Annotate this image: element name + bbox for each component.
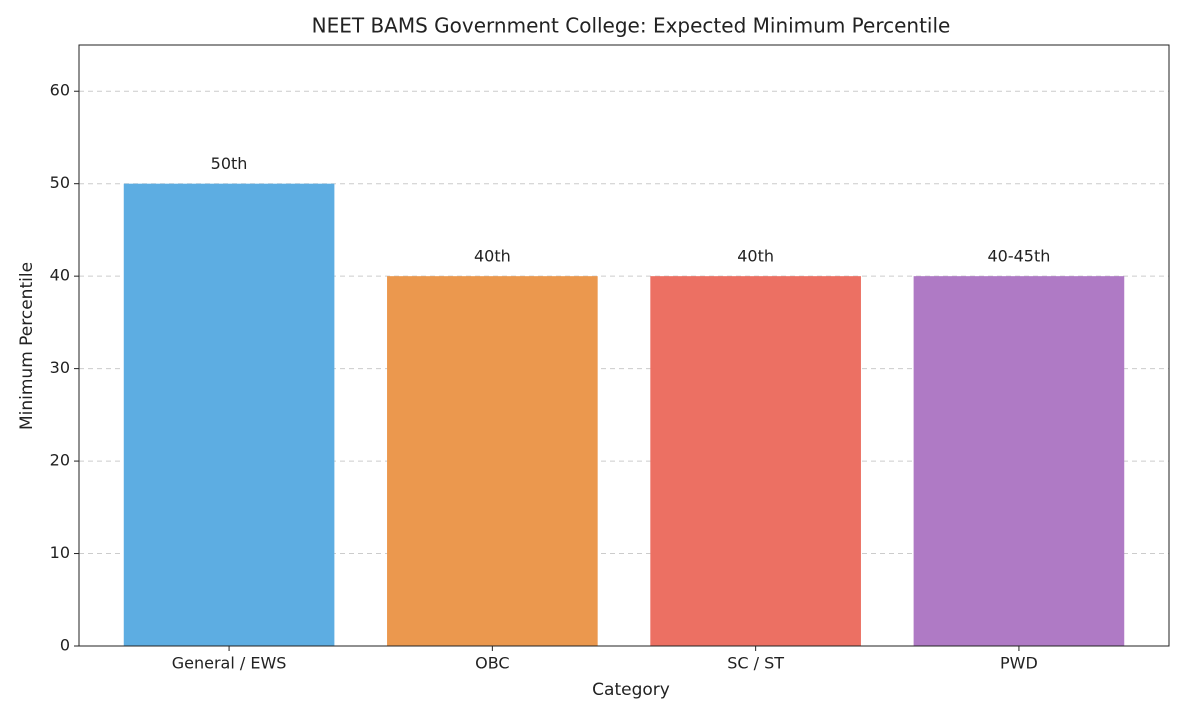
y-tick-label: 10 xyxy=(50,543,70,562)
y-tick-label: 20 xyxy=(50,451,70,470)
x-tick-label: PWD xyxy=(1000,654,1038,673)
plot-frame xyxy=(78,44,1170,647)
x-tick-label: SC / ST xyxy=(727,654,784,673)
x-axis-label: Category xyxy=(592,680,670,700)
bar xyxy=(123,183,335,646)
y-axis-label: Minimum Percentile xyxy=(17,262,37,430)
value-label: 40th xyxy=(474,247,511,266)
value-label: 50th xyxy=(211,154,248,173)
value-label: 40-45th xyxy=(987,247,1050,266)
y-tick-label: 60 xyxy=(50,81,70,100)
y-tick-label: 30 xyxy=(50,358,70,377)
x-tick-label: OBC xyxy=(475,654,509,673)
bar xyxy=(387,276,598,646)
y-tick-label: 0 xyxy=(60,636,70,655)
x-tick-label: General / EWS xyxy=(172,654,287,673)
chart-title: NEET BAMS Government College: Expected M… xyxy=(312,14,951,38)
y-tick-label: 40 xyxy=(50,266,70,285)
value-label: 40th xyxy=(737,247,774,266)
bar xyxy=(913,276,1125,646)
bar xyxy=(650,276,861,646)
y-tick-label: 50 xyxy=(50,173,70,192)
